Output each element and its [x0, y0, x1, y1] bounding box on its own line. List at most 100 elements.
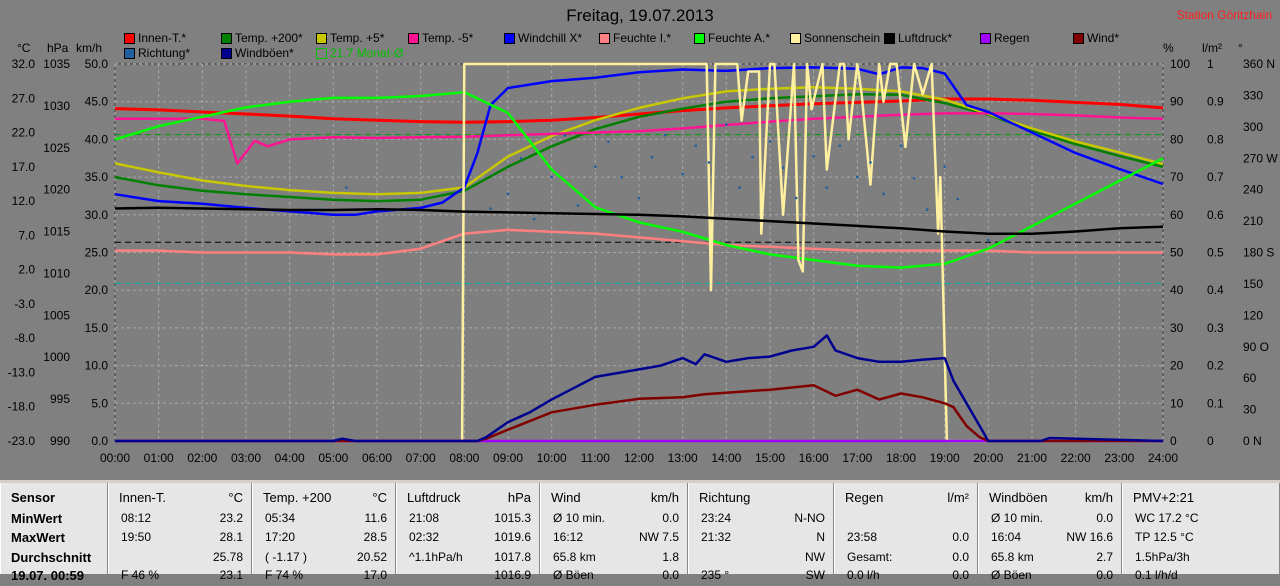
tick-label-temp: 17.0: [12, 160, 36, 174]
point-richtung: [825, 186, 829, 189]
point-richtung: [925, 208, 929, 211]
legend-label: Temp. +200*: [235, 31, 303, 45]
tick-label-wind: 40.0: [85, 132, 109, 146]
stats-row: 21:08 1015.3: [397, 511, 539, 529]
stats-cell-time: 23:58: [847, 530, 878, 544]
stats-label-column: Sensor MinWert MaxWert Durchschnitt 19.07. 0…: [0, 483, 108, 583]
tick-label-humidity: 20: [1170, 359, 1184, 373]
tick-label-direction: 180 S: [1243, 246, 1274, 260]
stats-column-header: Richtung: [689, 490, 833, 506]
stats-cell-value: 28.5: [363, 530, 387, 544]
series-wind: [115, 383, 1163, 443]
point-richtung: [738, 186, 741, 189]
stats-column-header: Wind km/h: [541, 490, 687, 506]
point-richtung: [838, 144, 842, 147]
stats-table: Sensor MinWert MaxWert Durchschnitt 19.07. 0…: [0, 480, 1280, 583]
stats-column-header: Innen-T. °C: [109, 490, 251, 506]
stats-cell-time: TP 12.5 °C: [1135, 530, 1194, 544]
legend-label: Sonnenschein: [804, 31, 881, 45]
tick-label-temp: -13.0: [8, 365, 36, 379]
stats-row: Ø 10 min. 0.0: [979, 511, 1121, 529]
stats-cell-value: 1016.9: [494, 568, 531, 582]
point-richtung: [489, 207, 492, 210]
point-richtung: [956, 197, 960, 201]
tick-label-direction: 0 N: [1243, 434, 1262, 448]
point-richtung: [812, 154, 815, 158]
stats-row: 21:32 N: [689, 530, 833, 548]
stats-row-label: 19.07. 00:59: [11, 568, 85, 583]
x-tick-label: 05:00: [318, 451, 348, 465]
legend-swatch: [124, 32, 135, 44]
x-tick-label: 06:00: [362, 451, 392, 465]
point-richtung: [794, 196, 798, 200]
point-richtung: [882, 192, 885, 196]
stats-column-header: PMV+2:21: [1123, 490, 1279, 506]
stats-row: 235 ° SW: [689, 568, 833, 586]
stats-column: Luftdruck hPa 21:08 1015.3 02:32 1019.6 ^1.1hP…: [396, 483, 540, 582]
x-tick-label: 02:00: [187, 451, 217, 465]
point-richtung: [506, 192, 510, 196]
legend-item: Sonnenschein: [790, 31, 880, 45]
point-richtung: [987, 238, 990, 242]
x-tick-label: 23:00: [1104, 451, 1134, 465]
tick-label-direction: 240: [1243, 183, 1263, 197]
tick-label-direction: 150: [1243, 277, 1263, 291]
unit-kmh: km/h: [76, 41, 103, 55]
point-richtung: [681, 172, 684, 176]
stats-cell-time: 23:24: [701, 511, 732, 525]
stats-cell-time: 65.8 km: [991, 550, 1034, 564]
stats-cell-time: Ø 10 min.: [991, 511, 1044, 525]
tick-label-wind: 50.0: [85, 57, 109, 71]
stats-cell-time: 0.1 l/h/d: [1135, 568, 1178, 582]
stats-column-unit: l/m²: [947, 490, 969, 505]
point-richtung: [663, 133, 667, 137]
tick-label-humidity: 30: [1170, 321, 1184, 335]
point-richtung: [532, 217, 536, 221]
stats-column-unit: hPa: [507, 490, 531, 505]
tick-label-rain: 0.1: [1207, 396, 1224, 410]
stats-column-unit: km/h: [650, 490, 679, 505]
tick-label-temp: 2.0: [18, 263, 35, 277]
tick-label-wind: 35.0: [85, 170, 109, 184]
point-richtung: [594, 165, 597, 168]
stats-row-label: MinWert: [11, 511, 63, 526]
stats-row: TP 12.5 °C: [1123, 530, 1279, 548]
tick-label-temp: 27.0: [12, 91, 36, 105]
stats-row: 16:12 NW 7.5: [541, 530, 687, 548]
stats-cell-value: 0.0: [952, 568, 969, 582]
stats-column: Wind km/h Ø 10 min. 0.0 16:12 NW 7.5 65.8 km 1.…: [540, 483, 688, 582]
tick-label-rain: 0.9: [1207, 95, 1224, 109]
tick-label-humidity: 70: [1170, 170, 1184, 184]
stats-column: Innen-T. °C 08:12 23.2 19:50 28.1 25.78 F 46 % 2…: [108, 483, 252, 582]
stats-row: Ø 10 min. 0.0: [541, 511, 687, 529]
stats-row: 23:24 N-NO: [689, 511, 833, 529]
legend-item: Windböen*: [221, 46, 294, 60]
point-richtung: [725, 123, 728, 127]
legend-swatch: [504, 32, 515, 44]
x-tick-label: 04:00: [275, 451, 305, 465]
tick-label-direction: 360 N: [1243, 57, 1275, 71]
point-richtung: [607, 140, 610, 143]
stats-row: F 74 % 17.0: [253, 568, 395, 586]
stats-row: ^1.1hPa/h 1017.8: [397, 550, 539, 568]
tick-label-pressure: 995: [50, 392, 70, 406]
tick-label-humidity: 40: [1170, 283, 1184, 297]
stats-column-unit: °C: [228, 490, 243, 505]
point-richtung: [751, 155, 754, 159]
stats-row: 65.8 km 1.8: [541, 550, 687, 568]
stats-row: 25.78: [109, 550, 251, 568]
tick-label-pressure: 1005: [43, 308, 70, 322]
series-luftdruck: [114, 206, 1164, 236]
stats-row: 17:20 28.5: [253, 530, 395, 548]
unit-percent: %: [1163, 41, 1174, 55]
legend-swatch: [221, 47, 232, 59]
x-tick-label: 13:00: [668, 451, 698, 465]
stats-column-name: Wind: [551, 490, 581, 505]
x-tick-label: 15:00: [755, 451, 785, 465]
stats-cell-note: NW 16.6: [1066, 530, 1113, 544]
x-tick-label: 14:00: [711, 451, 741, 465]
x-tick-label: 22:00: [1061, 451, 1091, 465]
tick-label-temp: 32.0: [12, 57, 36, 71]
legend-swatch: [884, 32, 895, 44]
legend-label: Windböen*: [235, 46, 294, 60]
